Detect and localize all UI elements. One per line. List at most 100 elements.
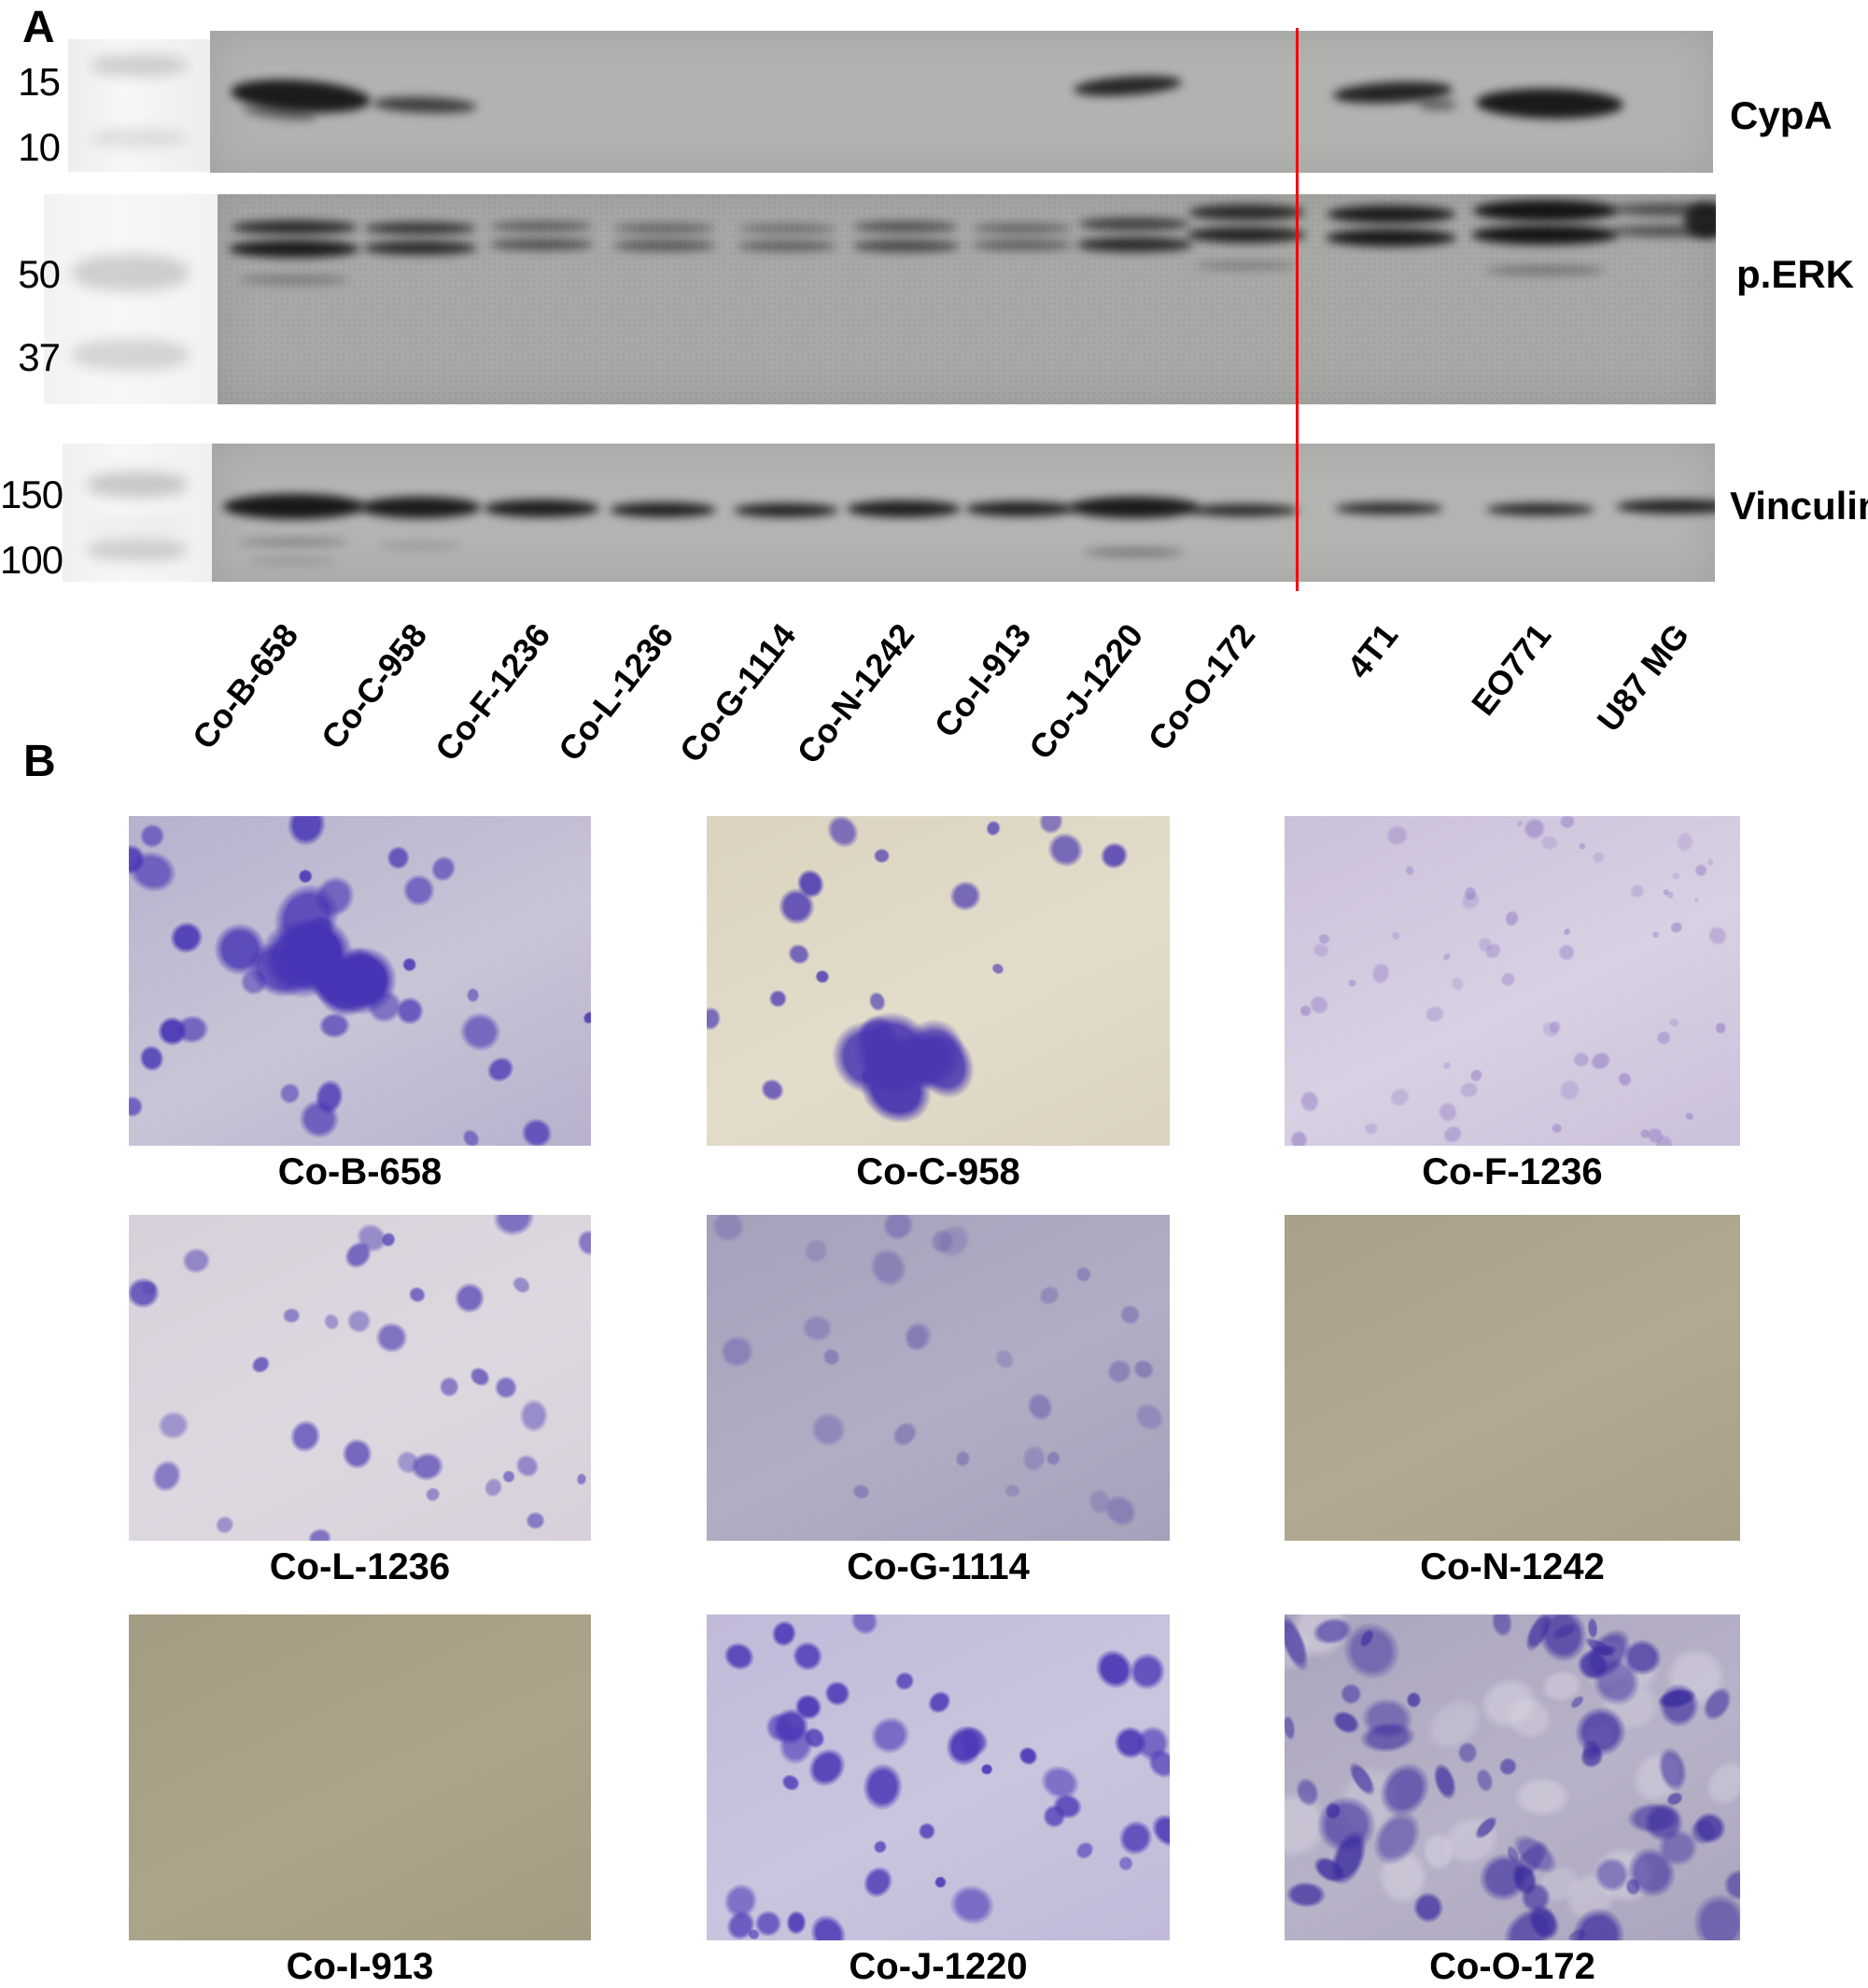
- protein-band: [1335, 501, 1443, 515]
- mw-marker-label: 10: [18, 125, 61, 169]
- colony-image-co-j-1220: [707, 1614, 1170, 1940]
- panel-b-label: B: [23, 737, 56, 786]
- colony-blob: [939, 870, 991, 921]
- colony-blob: [910, 1815, 943, 1847]
- protein-band: [239, 274, 349, 285]
- colony-blob: [847, 1479, 876, 1505]
- colony-blob: [1445, 971, 1470, 997]
- colony-blob: [1420, 1001, 1450, 1028]
- ladder-band: [71, 339, 190, 371]
- colony-blob: [1499, 905, 1524, 932]
- protein-band: [972, 239, 1073, 250]
- colony-image-label: Co-O-172: [1429, 1946, 1595, 1987]
- protein-band: [734, 502, 838, 517]
- ladder-band: [91, 129, 188, 148]
- protein-band: [1187, 226, 1306, 243]
- colony-blob: [207, 1508, 242, 1541]
- colony-blob: [443, 1271, 498, 1325]
- protein-band: [379, 542, 461, 549]
- colony-blob: [892, 1310, 944, 1362]
- ladder-band: [86, 472, 189, 498]
- colony-blob: [707, 1215, 755, 1253]
- lane-label: EO771: [1463, 616, 1559, 723]
- protein-band: [1326, 228, 1456, 247]
- protein-band: [1069, 496, 1200, 518]
- colony-image-label: Co-N-1242: [1420, 1546, 1605, 1587]
- lane-label: U87 MG: [1589, 616, 1697, 739]
- colony-blob: [1665, 917, 1687, 937]
- colony-blob: [1379, 818, 1415, 853]
- colony-blob: [1070, 1260, 1099, 1289]
- colony-blob: [1649, 927, 1664, 941]
- colony-blob: [1700, 918, 1735, 954]
- colony-blob: [780, 935, 819, 972]
- colony-blob: [1454, 1738, 1482, 1768]
- lane-label: Co-N-1242: [789, 616, 922, 771]
- mw-marker-label: 15: [18, 60, 61, 104]
- protein-band: [1475, 87, 1624, 120]
- protein-band: [1190, 503, 1299, 516]
- colony-blob: [1295, 1085, 1325, 1118]
- protein-band: [372, 94, 478, 115]
- colony-image-label: Co-L-1236: [269, 1546, 451, 1587]
- protein-label-cypa: CypA: [1730, 93, 1833, 137]
- colony-blob: [368, 1315, 416, 1361]
- panel-a-label: A: [22, 3, 55, 52]
- protein-label-vinculin: Vinculin: [1730, 484, 1868, 528]
- colony-blob: [950, 1445, 976, 1473]
- blot-strip-perk: [218, 194, 1716, 404]
- colony-blob: [1610, 1065, 1637, 1093]
- colony-blob: [1018, 1383, 1062, 1431]
- colony-blob: [980, 816, 1006, 842]
- ladder-band: [86, 529, 189, 535]
- colony-blob: [1382, 1079, 1418, 1115]
- colony-blob: [573, 1470, 590, 1488]
- colony-blob: [1665, 1015, 1683, 1031]
- colony-blob: [1552, 1073, 1586, 1107]
- protein-band: [489, 239, 594, 250]
- colony-blob: [578, 1007, 591, 1030]
- colony-blob: [1651, 1677, 1706, 1734]
- colony-blob: [1485, 1614, 1519, 1644]
- ladder-band: [86, 518, 189, 524]
- colony-blob: [856, 1234, 921, 1302]
- colony-blob: [1089, 832, 1139, 881]
- colony-blob: [1440, 949, 1454, 965]
- lane-label: Co-G-1114: [671, 616, 804, 770]
- colony-image-co-o-172: [1285, 1614, 1740, 1940]
- protein-band: [1418, 99, 1457, 110]
- colony-blob: [1560, 924, 1573, 938]
- colony-blob: [1031, 1277, 1069, 1314]
- lane-label: Co-F-1236: [427, 616, 558, 768]
- colony-image-label: Co-F-1236: [1422, 1151, 1603, 1192]
- colony-blob: [455, 1121, 487, 1146]
- colony-blob: [1285, 1127, 1311, 1146]
- colony-blob: [775, 1768, 807, 1798]
- colony-image-label: Co-C-958: [856, 1151, 1020, 1192]
- colony-blob: [1505, 1769, 1580, 1823]
- colony-blob: [569, 1221, 591, 1264]
- protein-band: [614, 222, 715, 233]
- lane-label: Co-I-913: [926, 616, 1039, 745]
- colony-blob: [150, 1403, 198, 1448]
- protein-band: [231, 219, 358, 234]
- blot-strip-vinculin: [212, 444, 1715, 582]
- colony-blob: [713, 1631, 765, 1681]
- colony-blob: [1552, 939, 1580, 966]
- colony-blob: [867, 1834, 892, 1859]
- mw-marker-label: 150: [0, 472, 63, 516]
- colony-blob: [709, 1325, 765, 1379]
- colony-image-label: Co-B-658: [277, 1151, 442, 1192]
- protein-band: [1075, 237, 1193, 252]
- protein-band: [359, 496, 481, 518]
- protein-label-perk: p.ERK: [1736, 252, 1854, 296]
- colony-blob: [851, 1854, 905, 1910]
- protein-band: [1073, 72, 1183, 100]
- protein-band: [1485, 264, 1605, 275]
- colony-blob: [888, 1664, 921, 1698]
- colony-blob: [1366, 956, 1396, 991]
- colony-blob: [1495, 966, 1522, 993]
- mw-ladder-lane: [44, 194, 218, 404]
- protein-band: [847, 501, 961, 517]
- colony-blob: [1453, 882, 1488, 919]
